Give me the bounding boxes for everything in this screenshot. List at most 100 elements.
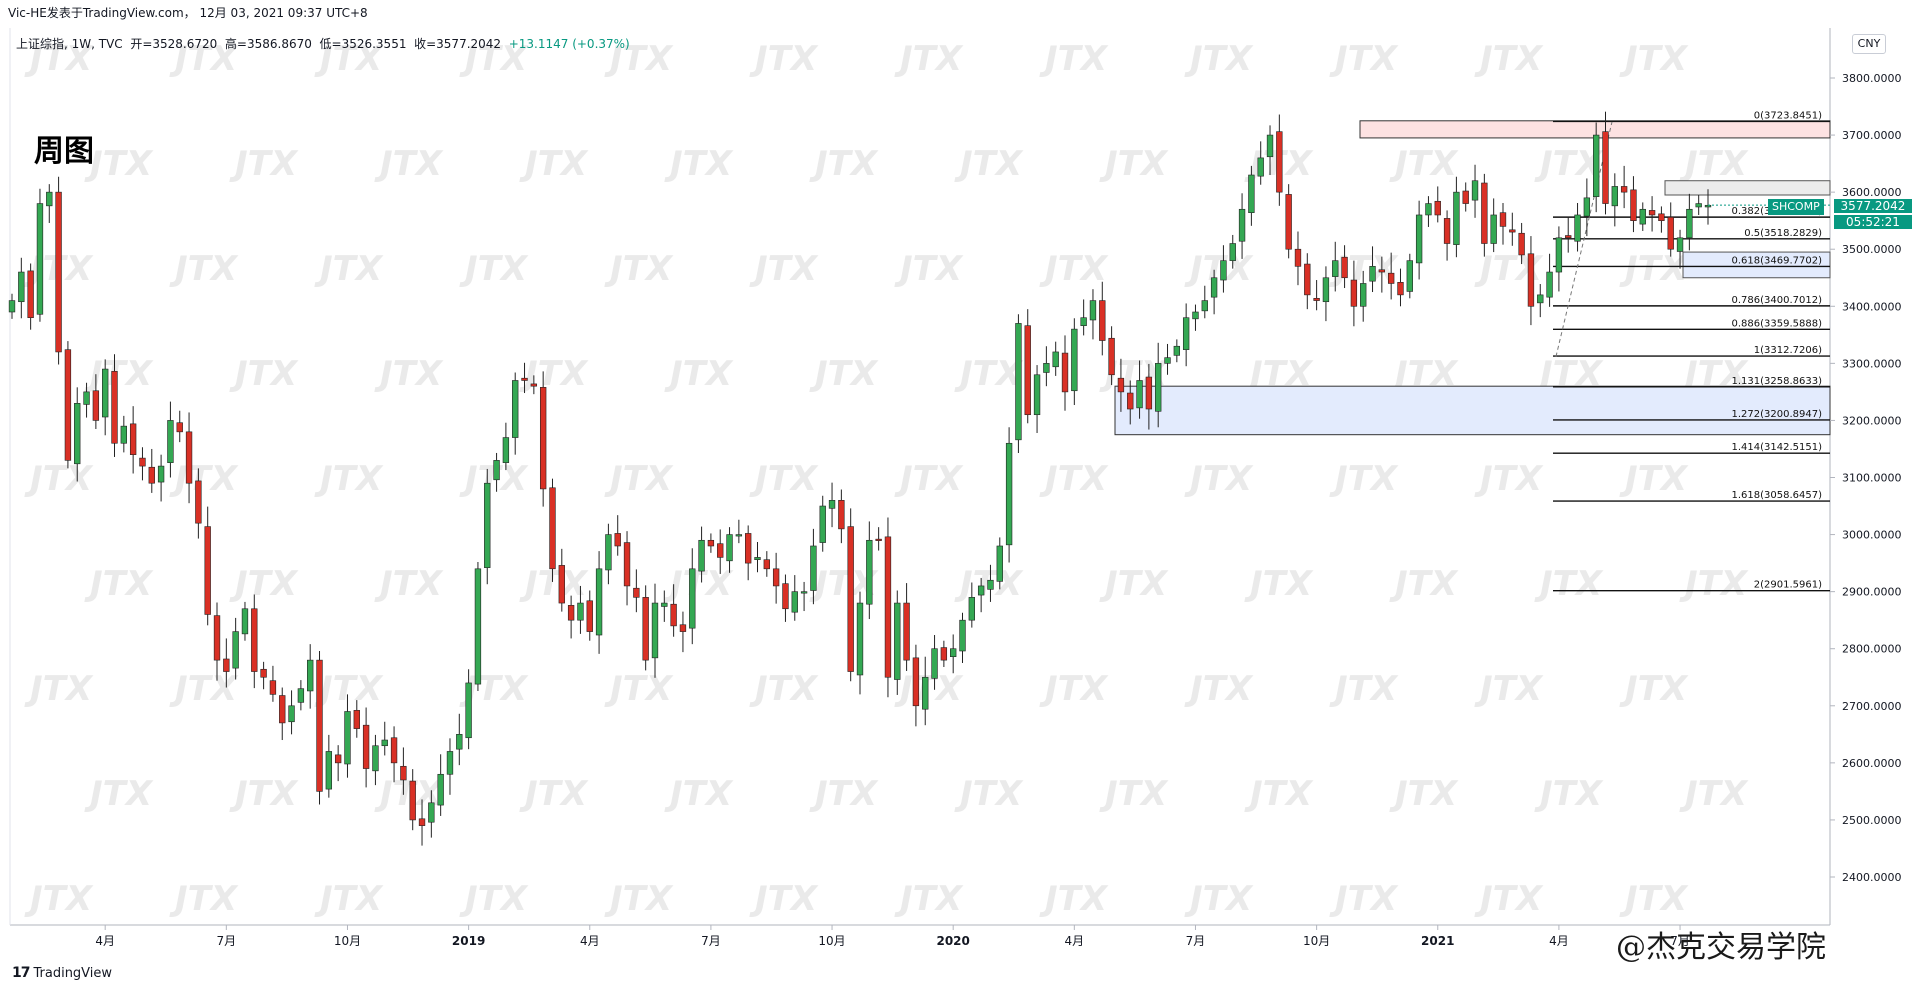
y-tick-label: 3300.0000 — [1842, 357, 1902, 370]
zone-mid-blue — [1682, 251, 1831, 279]
watermark-text: JTX — [374, 144, 444, 184]
watermark-text: JTX — [24, 39, 94, 79]
y-tick-label: 3000.0000 — [1842, 529, 1902, 542]
price-axis[interactable]: 2400.0000 2500.0000 2600.0000 2700.0000 2800… — [1830, 72, 1902, 884]
fib-label: 0.618(3469.7702) — [1731, 255, 1822, 266]
tradingview-logo[interactable]: 17 TradingView — [12, 965, 112, 981]
candle-down — [1509, 229, 1516, 233]
candle-series — [8, 111, 1830, 846]
candle-up — [605, 534, 612, 571]
watermark-text: JTX — [169, 459, 239, 499]
watermark-text: JTX — [374, 564, 444, 604]
time-axis[interactable]: 4月 7月 10月 2019 4月 7月 10月 2020 4月 7月 10月 2021 4月 7月 — [95, 925, 1690, 948]
candle-down — [549, 487, 556, 570]
last-price-tag: 3577.2042 — [1834, 199, 1912, 213]
watermark-text: JTX — [749, 879, 819, 919]
candle-up — [1071, 328, 1078, 392]
candle-up — [288, 705, 295, 723]
watermark-text: JTX — [24, 879, 94, 919]
tradingview-logo-icon: 17 — [12, 965, 31, 981]
x-tick-label: 2020 — [936, 934, 969, 948]
watermark-text: JTX — [1474, 669, 1544, 709]
y-tick-label: 2700.0000 — [1842, 700, 1902, 713]
low-value: 低=3526.3551 — [319, 37, 407, 51]
candle-down — [55, 191, 62, 353]
candle-up — [1192, 311, 1199, 320]
candle-down — [614, 533, 621, 547]
candle-down — [27, 270, 34, 319]
candle-up — [512, 380, 519, 438]
watermark-text: JTX — [809, 354, 879, 394]
watermark-text: JTX — [314, 669, 384, 709]
candle-down — [223, 658, 230, 672]
open-value: 开=3528.6720 — [130, 37, 218, 51]
watermark-text: JTX — [1474, 39, 1544, 79]
watermark-text: JTX — [1184, 39, 1254, 79]
watermark-text: JTX — [314, 39, 384, 79]
candle-up — [1164, 357, 1171, 364]
watermark-text: JTX — [229, 144, 299, 184]
candle-down — [903, 602, 910, 661]
candle-down — [1061, 352, 1069, 393]
candle-down — [111, 371, 118, 444]
watermark-text: JTX — [84, 144, 154, 184]
x-tick-label: 2019 — [452, 934, 485, 948]
watermark-text: JTX — [604, 669, 674, 709]
candle-up — [1080, 317, 1087, 326]
fib-label: 0.786(3400.7012) — [1731, 295, 1822, 306]
watermark-text: JTX — [1184, 249, 1254, 289]
candle-up — [1005, 442, 1013, 546]
candle-up — [1155, 363, 1162, 412]
watermark-text: JTX — [519, 144, 589, 184]
watermark-text: JTX — [84, 564, 154, 604]
candle-up — [987, 579, 994, 590]
currency-button[interactable]: CNY — [1852, 34, 1886, 54]
candle-down — [1313, 297, 1320, 301]
candle-up — [1043, 363, 1050, 373]
candle-up — [651, 602, 659, 659]
y-tick-label: 2900.0000 — [1842, 586, 1902, 599]
watermark-text: JTX — [604, 39, 674, 79]
watermark-text: JTX — [1389, 144, 1459, 184]
y-tick-label: 3400.0000 — [1842, 300, 1902, 313]
watermark-text: JTX — [1184, 879, 1254, 919]
candle-up — [828, 500, 836, 509]
candle-up — [1546, 271, 1553, 298]
candle-up — [74, 403, 81, 465]
candle-up — [1238, 208, 1246, 242]
x-tick-label: 4月 — [95, 934, 115, 948]
y-tick-label: 3500.0000 — [1842, 243, 1902, 256]
candle-down — [1630, 189, 1637, 221]
candle-up — [36, 203, 44, 315]
watermark-text: JTX — [314, 879, 384, 919]
candle-up — [437, 773, 444, 806]
candle-down — [558, 565, 565, 604]
candle-down — [1434, 200, 1441, 216]
candle-up — [698, 539, 705, 572]
watermark-text: JTX — [749, 669, 819, 709]
candle-down — [847, 526, 854, 672]
candle-down — [279, 695, 286, 724]
candle-down — [567, 605, 575, 621]
candle-up — [372, 745, 379, 772]
candle-up — [1369, 266, 1376, 282]
candle-up — [1555, 237, 1563, 273]
candle-down — [539, 387, 547, 490]
watermark-text: JTX — [519, 354, 589, 394]
candle-down — [251, 608, 258, 672]
candle-up — [1173, 345, 1181, 356]
candle-up — [232, 631, 239, 669]
candle-down — [139, 457, 146, 467]
candle-down — [782, 583, 789, 610]
candle-down — [1117, 377, 1125, 393]
candle-up — [8, 300, 16, 313]
candle-up — [595, 568, 603, 636]
x-tick-label: 10月 — [334, 934, 361, 948]
candle-up — [428, 802, 435, 823]
candle-down — [586, 600, 593, 632]
candle-up — [102, 368, 109, 418]
x-tick-label: 10月 — [818, 934, 845, 948]
candle-up — [1415, 214, 1423, 264]
x-tick-label: 7月 — [1186, 934, 1206, 948]
